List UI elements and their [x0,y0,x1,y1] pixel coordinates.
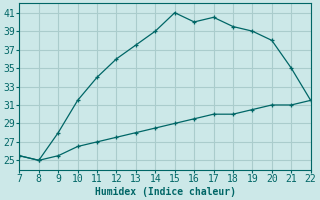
X-axis label: Humidex (Indice chaleur): Humidex (Indice chaleur) [94,186,236,197]
